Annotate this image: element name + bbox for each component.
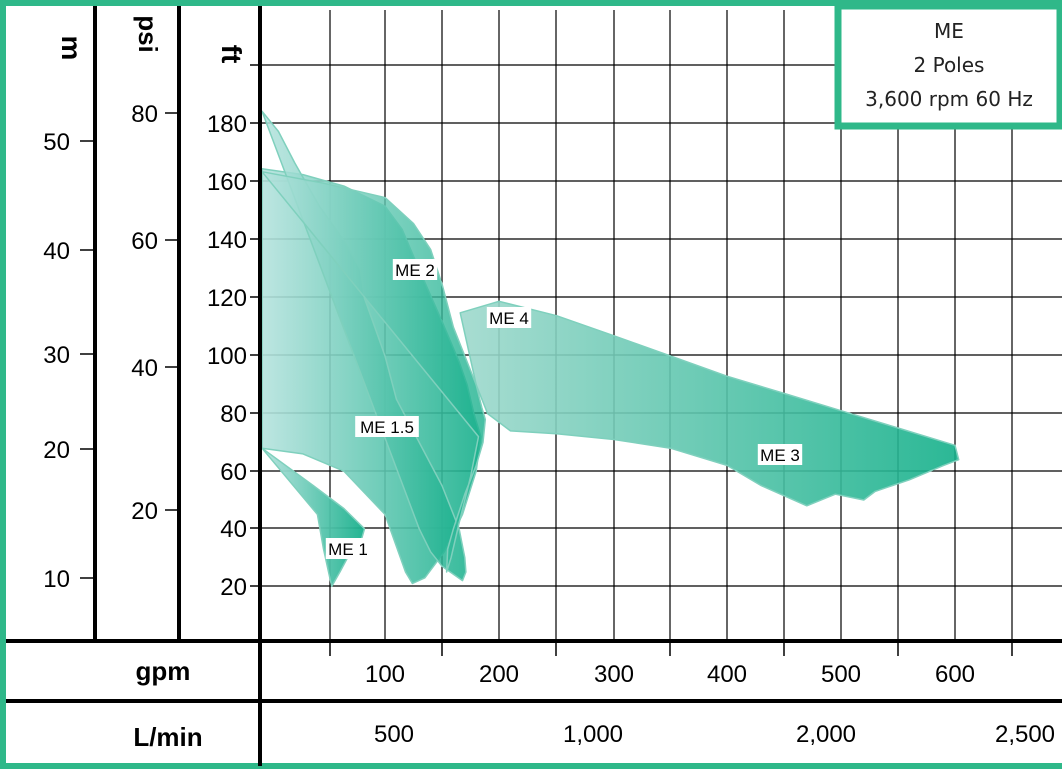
psi-tick-label: 60 bbox=[131, 228, 158, 255]
left-axis-title-1: psi bbox=[133, 15, 163, 53]
gpm-tick-label: 600 bbox=[935, 661, 975, 688]
ft-tick-label: 60 bbox=[220, 459, 247, 486]
lmin-tick-label: 500 bbox=[374, 721, 414, 748]
ft-tick-label: 140 bbox=[207, 227, 247, 254]
lmin-tick-label: 2,000 bbox=[796, 721, 856, 748]
psi-tick-label: 20 bbox=[131, 498, 158, 525]
ft-tick-label: 120 bbox=[207, 285, 247, 312]
m-tick-label: 20 bbox=[43, 437, 70, 464]
psi-tick-label: 40 bbox=[131, 355, 158, 382]
ft-tick-label: 160 bbox=[207, 169, 247, 196]
gpm-tick-label: 200 bbox=[479, 661, 519, 688]
svg-text:ME 2: ME 2 bbox=[395, 261, 435, 280]
m-tick-label: 10 bbox=[43, 566, 70, 593]
svg-text:ME 1: ME 1 bbox=[328, 540, 368, 559]
psi-tick-label: 80 bbox=[131, 101, 158, 128]
lmin-tick-label: 2,500 bbox=[995, 721, 1055, 748]
m-tick-label: 40 bbox=[43, 238, 70, 265]
legend-line-3: 3,600 rpm 60 Hz bbox=[865, 87, 1033, 111]
ft-tick-label: 40 bbox=[220, 516, 247, 543]
legend-box: ME 2 Poles 3,600 rpm 60 Hz bbox=[834, 2, 1062, 130]
left-axis-title-0: m bbox=[56, 36, 87, 61]
ft-tick-label: 100 bbox=[207, 343, 247, 370]
region-label-me-1: ME 1 bbox=[325, 538, 371, 559]
gpm-tick-label: 300 bbox=[594, 661, 634, 688]
curve-regions bbox=[261, 110, 960, 588]
region-label-me-4: ME 4 bbox=[486, 307, 532, 328]
gpm-tick-label: 100 bbox=[365, 661, 405, 688]
ft-tick-label: 80 bbox=[220, 401, 247, 428]
lmin-axis-title: L/min bbox=[133, 722, 202, 752]
region-label-me-3: ME 3 bbox=[757, 444, 803, 465]
svg-text:ME 4: ME 4 bbox=[489, 309, 529, 328]
ft-tick-label: 180 bbox=[207, 111, 247, 138]
gpm-axis-title: gpm bbox=[136, 656, 191, 686]
svg-text:ME 1.5: ME 1.5 bbox=[360, 418, 414, 437]
legend-line-2: 2 Poles bbox=[914, 53, 985, 77]
gpm-tick-label: 400 bbox=[707, 661, 747, 688]
lmin-tick-label: 1,000 bbox=[563, 721, 623, 748]
m-tick-label: 50 bbox=[43, 129, 70, 156]
svg-text:ME 3: ME 3 bbox=[760, 446, 800, 465]
region-label-me-2: ME 2 bbox=[392, 259, 438, 280]
left-axis-title-2: ft bbox=[216, 45, 247, 64]
region-me-3 bbox=[459, 300, 960, 507]
gpm-tick-label: 500 bbox=[821, 661, 861, 688]
region-labels: ME 1 ME 1.5 ME 2 ME 4 ME 3 bbox=[325, 259, 803, 559]
legend-line-1: ME bbox=[934, 19, 964, 43]
region-label-me-1-5: ME 1.5 bbox=[355, 416, 419, 437]
ft-tick-label: 20 bbox=[220, 574, 247, 601]
axes: m psi ft 50 40 30 20 10 80 60 40 20 180 160 140 120 100 8… bbox=[43, 15, 1055, 752]
m-tick-label: 30 bbox=[43, 342, 70, 369]
